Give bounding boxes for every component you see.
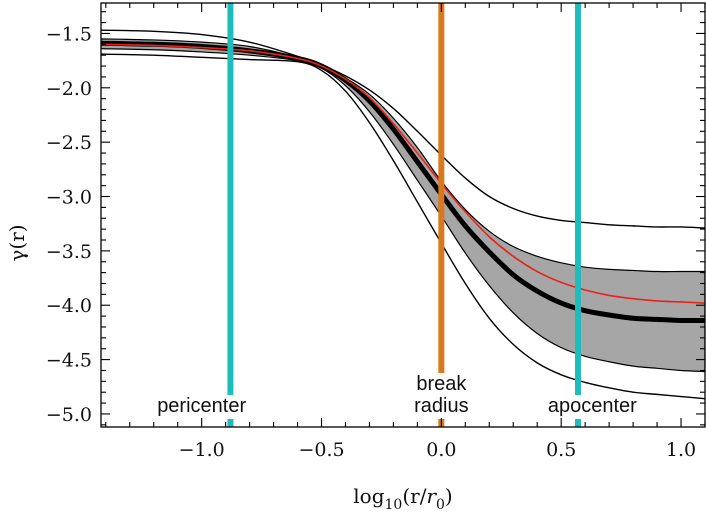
series-best-fit (101, 43, 705, 304)
x-tick-label: 0.5 (546, 439, 576, 461)
series-outer-upper (101, 29, 705, 229)
x-tick-label: −0.5 (298, 439, 344, 461)
label-bg-pericenter (146, 395, 258, 419)
x-axis-title: log10(r/r0) (353, 484, 452, 513)
y-tick-label: −1.5 (46, 23, 92, 45)
y-tick-label: −3.5 (46, 241, 92, 263)
label-apocenter: apocenter (548, 395, 637, 417)
y-tick-label: −2.0 (46, 78, 92, 100)
confidence-band (101, 38, 705, 373)
label-bg-break-radius (406, 373, 476, 419)
y-axis-title: γ(r) (5, 224, 29, 261)
x-tick-label: 0.0 (426, 439, 456, 461)
label-bg-apocenter (542, 395, 643, 419)
plot-frame (100, 2, 706, 428)
x-tick-label: −1.0 (179, 439, 225, 461)
y-tick-label: −5.0 (46, 404, 92, 426)
label-pericenter: pericenter (157, 395, 246, 417)
series-layer (101, 29, 705, 400)
y-tick-label: −4.0 (46, 295, 92, 317)
series-outer-lower (101, 53, 705, 400)
y-tick-label: −3.0 (46, 187, 92, 209)
label-break-radius: break radius (414, 373, 468, 417)
y-tick-label: −4.5 (46, 350, 92, 372)
vertical-lines-layer (227, 3, 581, 427)
annotation-layer: pericenter break radius apocenter (146, 373, 643, 419)
x-tick-label: 1.0 (666, 439, 696, 461)
y-tick-label: −2.5 (46, 132, 92, 154)
band-layer (101, 38, 705, 373)
tick-layer: −1.0 −0.5 0.0 0.5 1.0 −1.5 −2.0 −2.5 −3.0 −3.5 −4.… (46, 3, 706, 461)
